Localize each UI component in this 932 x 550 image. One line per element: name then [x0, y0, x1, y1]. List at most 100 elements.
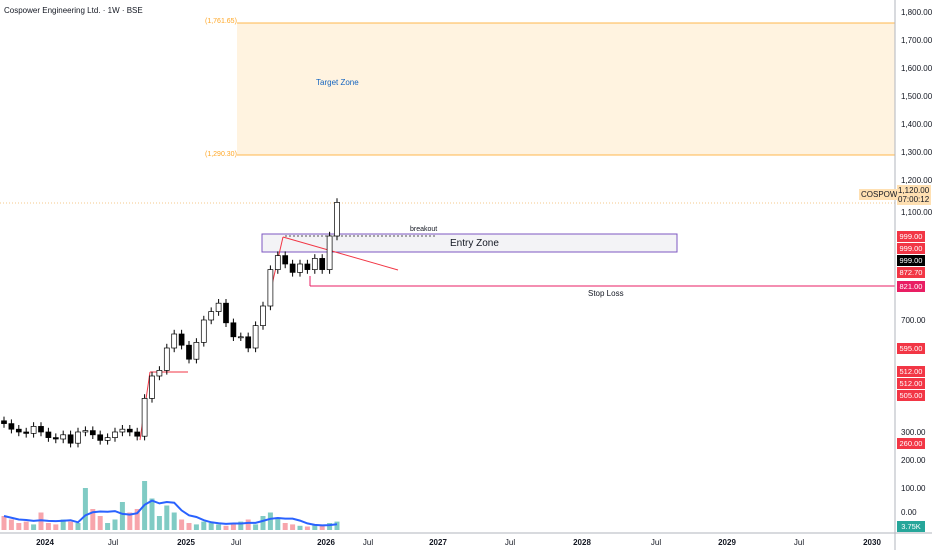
- candle: [245, 336, 252, 349]
- target-top-label: (1,761.65): [205, 18, 237, 25]
- x-tick-label: Jul: [794, 538, 804, 547]
- x-tick-label: 2029: [718, 538, 736, 547]
- candle: [282, 255, 289, 265]
- candle: [82, 430, 89, 433]
- y-tick-label: 1,700.00: [901, 36, 932, 45]
- candle: [326, 235, 333, 270]
- candle: [200, 319, 207, 343]
- candle: [193, 342, 200, 360]
- volume-bar: [171, 512, 177, 530]
- candle: [274, 255, 281, 270]
- volume-bar: [16, 523, 22, 530]
- volume-bar: [260, 516, 266, 530]
- candle: [304, 263, 311, 270]
- volume-bar: [267, 512, 273, 530]
- volume-bar: [334, 521, 340, 530]
- candle: [297, 263, 303, 273]
- candle: [311, 258, 318, 270]
- y-tick-label: 300.00: [901, 428, 926, 437]
- volume-bar: [68, 521, 74, 530]
- y-tick-label: 700.00: [901, 316, 926, 325]
- level-tag: 512.00: [897, 366, 925, 377]
- volume-bar: [97, 516, 103, 530]
- candle: [104, 437, 111, 441]
- level-tag: 512.00: [897, 378, 925, 389]
- x-tick-label: Jul: [108, 538, 118, 547]
- volume-bar: [38, 512, 44, 530]
- volume-bar: [23, 521, 29, 530]
- x-tick-label: Jul: [231, 538, 241, 547]
- volume-bar: [53, 524, 59, 530]
- candle: [45, 431, 52, 438]
- level-tag: 999.00: [897, 255, 925, 266]
- volume-bar: [193, 524, 199, 530]
- candle: [97, 434, 104, 441]
- volume-bar: [223, 525, 229, 530]
- x-tick-label: 2024: [36, 538, 54, 547]
- volume-bar: [238, 521, 244, 530]
- volume-bar: [201, 521, 207, 530]
- candle: [178, 333, 185, 346]
- y-tick-label: 1,100.00: [901, 208, 932, 217]
- volume-tag: 3.75K: [897, 521, 925, 532]
- volume-bar: [275, 517, 281, 530]
- volume-bar: [45, 523, 51, 530]
- entry-zone: [261, 233, 678, 253]
- x-tick-label: 2028: [573, 538, 591, 547]
- volume-bar: [149, 498, 155, 530]
- trendline-resistance: [282, 236, 399, 271]
- volume-bar: [134, 509, 140, 530]
- candle: [75, 431, 81, 444]
- volume-bar: [156, 516, 162, 530]
- candle: [15, 428, 22, 433]
- candle: [171, 333, 178, 349]
- candle: [30, 426, 37, 434]
- y-tick-label: 1,500.00: [901, 92, 932, 101]
- target-bottom-label: (1,290.30): [205, 151, 237, 158]
- volume-bar: [60, 519, 66, 530]
- volume-bar: [216, 524, 222, 530]
- candle: [163, 347, 170, 371]
- candle: [38, 426, 44, 433]
- volume-bar: [297, 525, 303, 530]
- entry-zone-label: Entry Zone: [450, 238, 499, 249]
- candle: [23, 431, 30, 434]
- volume-bar: [112, 519, 118, 530]
- level-tag: 260.00: [897, 438, 925, 449]
- chart-title: Cospower Engineering Ltd. · 1W · BSE: [4, 6, 143, 15]
- last-price: 1,120.00: [898, 186, 930, 195]
- volume-bar: [82, 488, 88, 530]
- volume-bar: [31, 524, 37, 530]
- candle: [60, 434, 67, 440]
- candle: [319, 258, 326, 270]
- x-tick-label: 2026: [317, 538, 335, 547]
- volume-bar: [304, 526, 310, 530]
- volume-bar: [179, 519, 185, 530]
- candle: [334, 202, 340, 237]
- volume-bar: [245, 519, 251, 530]
- candle: [156, 370, 163, 377]
- x-tick-label: 2030: [863, 538, 881, 547]
- level-tag: 872.70: [897, 267, 925, 278]
- y-tick-label: 200.00: [901, 456, 926, 465]
- candle: [289, 263, 296, 273]
- y-tick-label: 1,800.00: [901, 8, 932, 17]
- volume-bar: [186, 523, 192, 530]
- level-tag: 595.00: [897, 343, 925, 354]
- candle: [223, 302, 229, 324]
- x-tick-label: 2025: [177, 538, 195, 547]
- candle: [208, 311, 215, 321]
- volume-bar: [90, 509, 96, 530]
- volume-bar: [208, 523, 214, 530]
- x-tick-label: Jul: [651, 538, 661, 547]
- x-tick-label: 2027: [429, 538, 447, 547]
- volume-bar: [8, 519, 14, 530]
- y-tick-label: 1,600.00: [901, 64, 932, 73]
- candle: [1, 420, 7, 424]
- candle: [8, 423, 15, 430]
- volume-bar: [1, 516, 7, 530]
- target-zone-label: Target Zone: [316, 78, 359, 87]
- volume-ma-line: [3, 499, 338, 527]
- candle: [126, 428, 133, 433]
